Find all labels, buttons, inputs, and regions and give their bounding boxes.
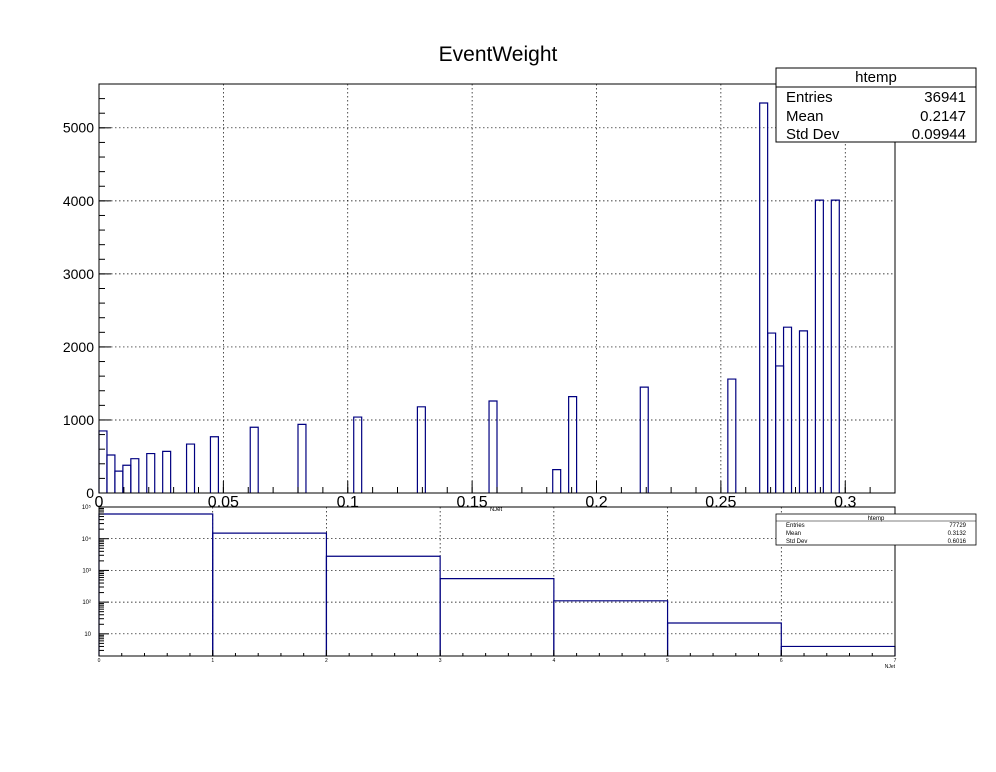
bottom-stats-box: htemp Entries 77729 Mean 0.3132 Std Dev … <box>775 513 977 546</box>
histogram-bar <box>114 470 124 493</box>
histogram-bar <box>780 645 896 656</box>
histogram-bar <box>130 458 140 493</box>
histogram-bar <box>98 430 108 493</box>
histogram-bar <box>162 450 172 493</box>
x-tick-label: 0.15 <box>457 494 488 511</box>
y-tick-label: 3000 <box>63 266 94 282</box>
histogram-bar <box>146 452 156 493</box>
histogram-bar <box>209 436 219 493</box>
x-tick-label: 0 <box>95 494 104 511</box>
histogram-bar <box>553 600 669 656</box>
histogram-bar <box>639 386 649 493</box>
bottom-chart: 10 10² 10³ 10⁴ 10⁵ 0 1 2 3 4 5 6 7 NJet NJet htemp … <box>82 504 977 670</box>
bottom-stats-entries-value: 77729 <box>949 523 966 529</box>
x-tick-label: 0.25 <box>705 494 736 511</box>
histogram-bar <box>775 365 785 493</box>
bottom-stats-std-value: 0.6016 <box>948 539 967 545</box>
histogram-bar <box>185 443 196 493</box>
x-tick-label: 2 <box>325 658 328 664</box>
bottom-grid <box>99 507 895 656</box>
bottom-stats-entries-label: Entries <box>786 523 805 529</box>
top-y-axis: 0 1000 2000 3000 4000 5000 <box>63 83 111 501</box>
top-stats-entries-label: Entries <box>786 89 833 106</box>
bottom-y-axis: 10 10² 10³ 10⁴ 10⁵ <box>82 504 109 651</box>
top-stats-mean-value: 0.2147 <box>920 108 966 125</box>
top-stats-mean-label: Mean <box>786 108 824 125</box>
y-tick-label: 4000 <box>63 193 94 209</box>
top-stats-box: htemp Entries 36941 Mean 0.2147 Std Dev … <box>775 67 977 143</box>
y-tick-label: 10⁵ <box>82 504 92 511</box>
y-tick-label: 0 <box>86 485 94 501</box>
bottom-stats-std-label: Std Dev <box>786 539 807 545</box>
x-tick-label: 4 <box>552 658 555 664</box>
histogram-bar <box>353 416 363 493</box>
x-tick-label: 6 <box>780 658 783 664</box>
histogram-bar <box>830 199 840 493</box>
chart-title: EventWeight <box>439 43 558 66</box>
bottom-plot-frame <box>98 506 896 657</box>
bottom-x-axis-label: NJet <box>885 664 896 670</box>
x-tick-label: 0.2 <box>585 494 607 511</box>
top-grid <box>99 84 895 493</box>
histogram-bar <box>439 578 555 656</box>
histogram-bar <box>106 454 116 493</box>
histogram-bar <box>325 555 441 656</box>
x-tick-label: 0 <box>98 658 101 664</box>
y-tick-label: 1000 <box>63 412 94 428</box>
histogram-bar <box>488 400 498 493</box>
histogram-bar <box>416 406 426 493</box>
x-tick-label: 3 <box>439 658 442 664</box>
bottom-stats-mean-value: 0.3132 <box>948 531 967 537</box>
top-stats-entries-value: 36941 <box>924 89 966 106</box>
y-tick-label: 2000 <box>63 339 94 355</box>
top-stats-std-value: 0.09944 <box>912 126 966 143</box>
histogram-bar <box>552 469 562 493</box>
x-tick-label: 7 <box>894 658 897 664</box>
histogram-bar <box>666 622 782 656</box>
histogram-bar <box>727 378 737 493</box>
histogram-bar <box>798 330 809 493</box>
histogram-bar <box>759 102 769 493</box>
top-stats-std-label: Std Dev <box>786 126 840 143</box>
y-tick-label: 5000 <box>63 120 94 136</box>
histogram-bar <box>568 395 578 493</box>
y-tick-label: 10³ <box>82 569 91 575</box>
top-histogram <box>98 102 840 493</box>
bottom-histogram <box>98 513 896 656</box>
bottom-stats-mean-label: Mean <box>786 531 801 537</box>
x-tick-label: 0.3 <box>834 494 856 511</box>
histogram-bar <box>212 532 328 656</box>
y-tick-label: 10 <box>84 632 91 638</box>
x-tick-label: 5 <box>666 658 669 664</box>
bottom-stats-name: htemp <box>868 516 885 522</box>
histogram-bar <box>782 326 793 493</box>
x-tick-label: 0.1 <box>337 494 359 511</box>
histogram-bar <box>767 332 777 493</box>
histogram-bar <box>814 199 824 493</box>
y-tick-label: 10² <box>82 600 91 606</box>
x-tick-label: 1 <box>211 658 214 664</box>
y-tick-label: 10⁴ <box>82 536 92 543</box>
bottom-x-axis: 0 1 2 3 4 5 6 7 <box>98 650 897 664</box>
histogram-bar <box>297 423 307 493</box>
histogram-bar <box>249 426 259 493</box>
histogram-bar <box>98 513 214 656</box>
top-stats-name: htemp <box>855 69 897 86</box>
bottom-top-axis-label: NJet <box>490 507 503 513</box>
